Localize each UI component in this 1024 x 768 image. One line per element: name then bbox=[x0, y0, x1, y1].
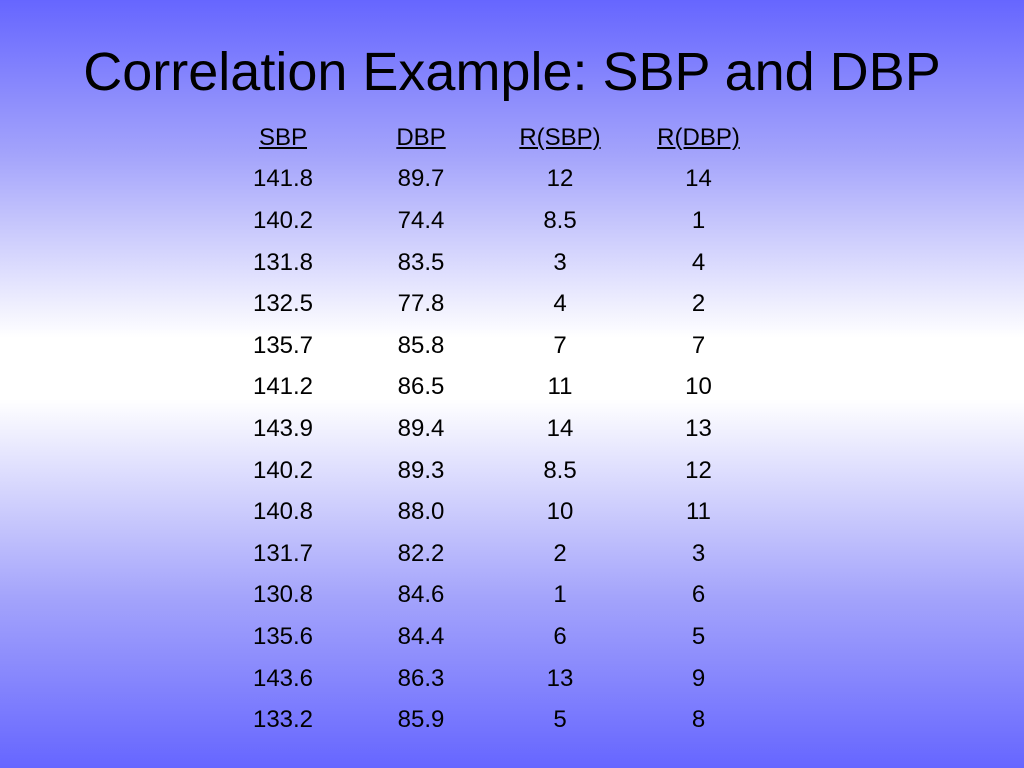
cell-dbp: 89.4 bbox=[397, 414, 445, 442]
cell-dbp: 86.5 bbox=[397, 373, 445, 401]
cell-dbp: 82.2 bbox=[397, 539, 445, 567]
cell-sbp: 141.2 bbox=[252, 373, 314, 401]
table-row: 143.6 86.3 13 9 bbox=[214, 658, 767, 700]
slide-title: Correlation Example: SBP and DBP bbox=[83, 42, 941, 102]
column-header-rank-dbp: R(DBP) bbox=[657, 123, 740, 151]
table-header-row: SBP DBP R(SBP) R(DBP) bbox=[214, 117, 767, 159]
column-header-dbp: DBP bbox=[396, 123, 446, 151]
cell-rank-dbp: 7 bbox=[691, 331, 706, 359]
cell-rank-sbp: 6 bbox=[553, 622, 567, 650]
cell-sbp: 135.7 bbox=[252, 331, 314, 359]
cell-sbp: 140.8 bbox=[252, 498, 314, 526]
cell-rank-sbp: 13 bbox=[546, 664, 574, 692]
table-row: 135.6 84.4 6 5 bbox=[214, 616, 767, 658]
table-row: 132.5 77.8 4 2 bbox=[214, 283, 767, 325]
cell-dbp: 89.3 bbox=[397, 456, 445, 484]
cell-dbp: 84.6 bbox=[397, 581, 445, 609]
cell-dbp: 74.4 bbox=[397, 206, 445, 234]
cell-sbp: 140.2 bbox=[252, 456, 314, 484]
cell-rank-sbp: 3 bbox=[553, 248, 567, 276]
cell-rank-dbp: 2 bbox=[691, 290, 706, 318]
cell-dbp: 85.8 bbox=[397, 331, 445, 359]
cell-rank-sbp: 1 bbox=[553, 581, 567, 609]
cell-sbp: 143.9 bbox=[252, 414, 314, 442]
cell-sbp: 135.6 bbox=[252, 622, 314, 650]
cell-sbp: 131.7 bbox=[252, 539, 314, 567]
table-row: 131.8 83.5 3 4 bbox=[214, 242, 767, 284]
cell-rank-dbp: 1 bbox=[691, 206, 706, 234]
cell-rank-dbp: 12 bbox=[685, 456, 712, 484]
cell-dbp: 77.8 bbox=[397, 290, 445, 318]
data-table: SBP DBP R(SBP) R(DBP) 141.8 89.7 12 14 1… bbox=[214, 117, 767, 741]
table-row: 140.2 89.3 8.5 12 bbox=[214, 450, 767, 492]
cell-rank-dbp: 14 bbox=[685, 165, 712, 193]
cell-rank-sbp: 2 bbox=[553, 539, 567, 567]
cell-rank-sbp: 8.5 bbox=[543, 206, 577, 234]
cell-rank-dbp: 5 bbox=[691, 622, 706, 650]
cell-dbp: 84.4 bbox=[397, 622, 445, 650]
cell-dbp: 85.9 bbox=[397, 706, 445, 734]
cell-rank-dbp: 8 bbox=[691, 706, 706, 734]
cell-rank-sbp: 7 bbox=[553, 331, 567, 359]
table-row: 135.7 85.8 7 7 bbox=[214, 325, 767, 367]
cell-sbp: 132.5 bbox=[252, 290, 314, 318]
column-header-rank-sbp: R(SBP) bbox=[519, 123, 601, 151]
table-row: 140.8 88.0 10 11 bbox=[214, 491, 767, 533]
table-row: 131.7 82.2 2 3 bbox=[214, 533, 767, 575]
cell-rank-sbp: 12 bbox=[546, 165, 574, 193]
table-row: 143.9 89.4 14 13 bbox=[214, 408, 767, 450]
table-row: 141.2 86.5 11 10 bbox=[214, 367, 767, 409]
table-row: 133.2 85.9 5 8 bbox=[214, 699, 767, 741]
cell-rank-sbp: 8.5 bbox=[543, 456, 577, 484]
table-body: 141.8 89.7 12 14 140.2 74.4 8.5 1 131.8 … bbox=[214, 159, 767, 741]
cell-rank-sbp: 4 bbox=[553, 290, 567, 318]
cell-sbp: 143.6 bbox=[252, 664, 314, 692]
cell-sbp: 133.2 bbox=[252, 706, 314, 734]
cell-sbp: 140.2 bbox=[252, 206, 314, 234]
cell-dbp: 86.3 bbox=[397, 664, 445, 692]
cell-dbp: 89.7 bbox=[397, 165, 445, 193]
column-header-sbp: SBP bbox=[258, 123, 308, 151]
cell-sbp: 131.8 bbox=[252, 248, 314, 276]
cell-rank-sbp: 10 bbox=[546, 498, 574, 526]
cell-rank-sbp: 5 bbox=[553, 706, 567, 734]
cell-rank-dbp: 6 bbox=[691, 581, 706, 609]
cell-rank-dbp: 3 bbox=[691, 539, 706, 567]
cell-rank-dbp: 13 bbox=[685, 414, 712, 442]
cell-rank-sbp: 11 bbox=[547, 373, 573, 401]
table-row: 141.8 89.7 12 14 bbox=[214, 159, 767, 201]
table-row: 140.2 74.4 8.5 1 bbox=[214, 200, 767, 242]
cell-rank-dbp: 10 bbox=[685, 373, 712, 401]
cell-rank-dbp: 4 bbox=[691, 248, 706, 276]
cell-rank-sbp: 14 bbox=[546, 414, 574, 442]
cell-sbp: 141.8 bbox=[252, 165, 314, 193]
table-row: 130.8 84.6 1 6 bbox=[214, 575, 767, 617]
cell-dbp: 83.5 bbox=[397, 248, 445, 276]
cell-sbp: 130.8 bbox=[252, 581, 314, 609]
cell-dbp: 88.0 bbox=[397, 498, 445, 526]
cell-rank-dbp: 9 bbox=[691, 664, 706, 692]
cell-rank-dbp: 11 bbox=[686, 498, 711, 526]
